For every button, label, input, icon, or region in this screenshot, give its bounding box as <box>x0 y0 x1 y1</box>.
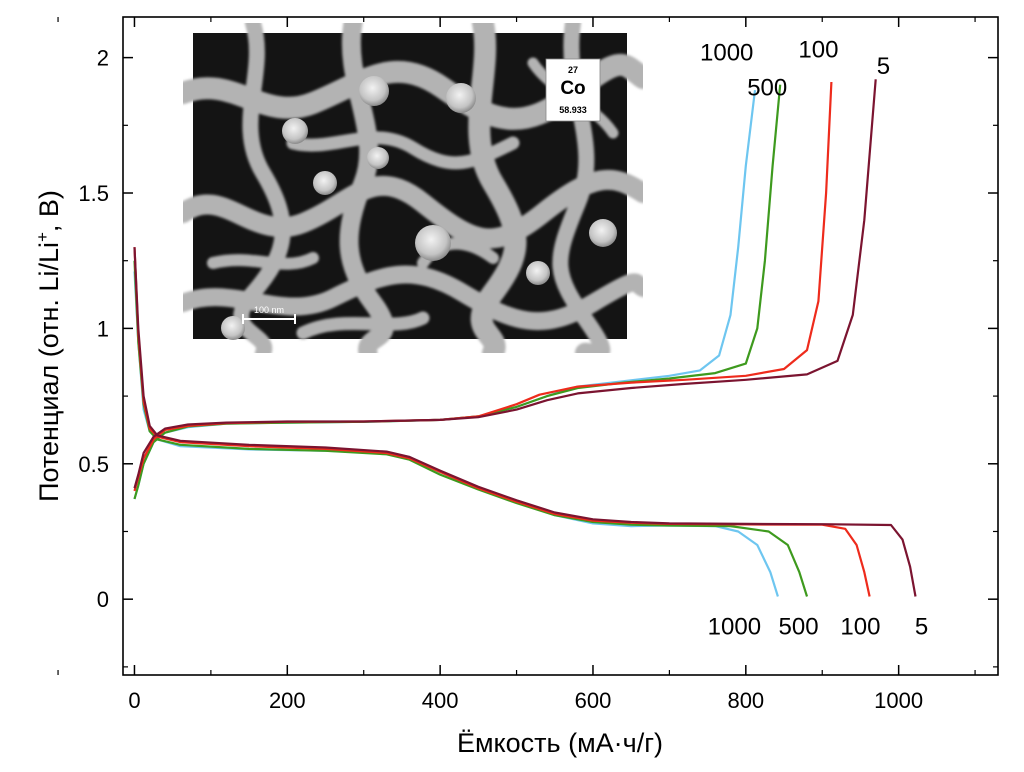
bottom-curve-label: 100 <box>840 613 880 640</box>
y-tick-label: 1 <box>97 316 109 341</box>
bottom-curve-label: 1000 <box>708 613 761 640</box>
y-tick-label: 2 <box>97 46 109 71</box>
x-tick-label: 400 <box>422 688 459 713</box>
element-symbol: Co <box>560 78 585 99</box>
y-axis-title-superscript: + <box>33 232 52 242</box>
element-mass: 58.933 <box>559 105 587 115</box>
y-axis-title: Потенциал (отн. Li/Li+, В) <box>33 190 64 502</box>
y-tick-label: 0 <box>97 587 109 612</box>
top-curve-label: 5 <box>877 53 890 80</box>
y-tick-label: 0.5 <box>78 452 109 477</box>
top-curve-label: 1000 <box>700 39 753 66</box>
sem-inset: 100 nm 27 Co 58.933 <box>183 23 643 353</box>
top-curve-label: 100 <box>798 37 838 64</box>
x-tick-label: 1000 <box>874 688 923 713</box>
bottom-curve-label: 500 <box>779 613 819 640</box>
curve-labels: 1000 500 100 5 1000 500 100 5 <box>700 37 928 641</box>
x-tick-label: 600 <box>575 688 612 713</box>
x-tick-label: 200 <box>269 688 306 713</box>
element-number: 27 <box>568 65 578 75</box>
x-axis-title: Ёмкость (мА·ч/г) <box>457 728 663 758</box>
element-tile: 27 Co 58.933 <box>546 59 600 121</box>
y-tick-label: 1.5 <box>78 181 109 206</box>
x-tick-label: 0 <box>128 688 140 713</box>
x-tick-label: 800 <box>727 688 764 713</box>
scale-bar-label: 100 nm <box>254 305 284 315</box>
top-curve-label: 500 <box>747 75 787 102</box>
bottom-curve-label: 5 <box>915 613 928 640</box>
